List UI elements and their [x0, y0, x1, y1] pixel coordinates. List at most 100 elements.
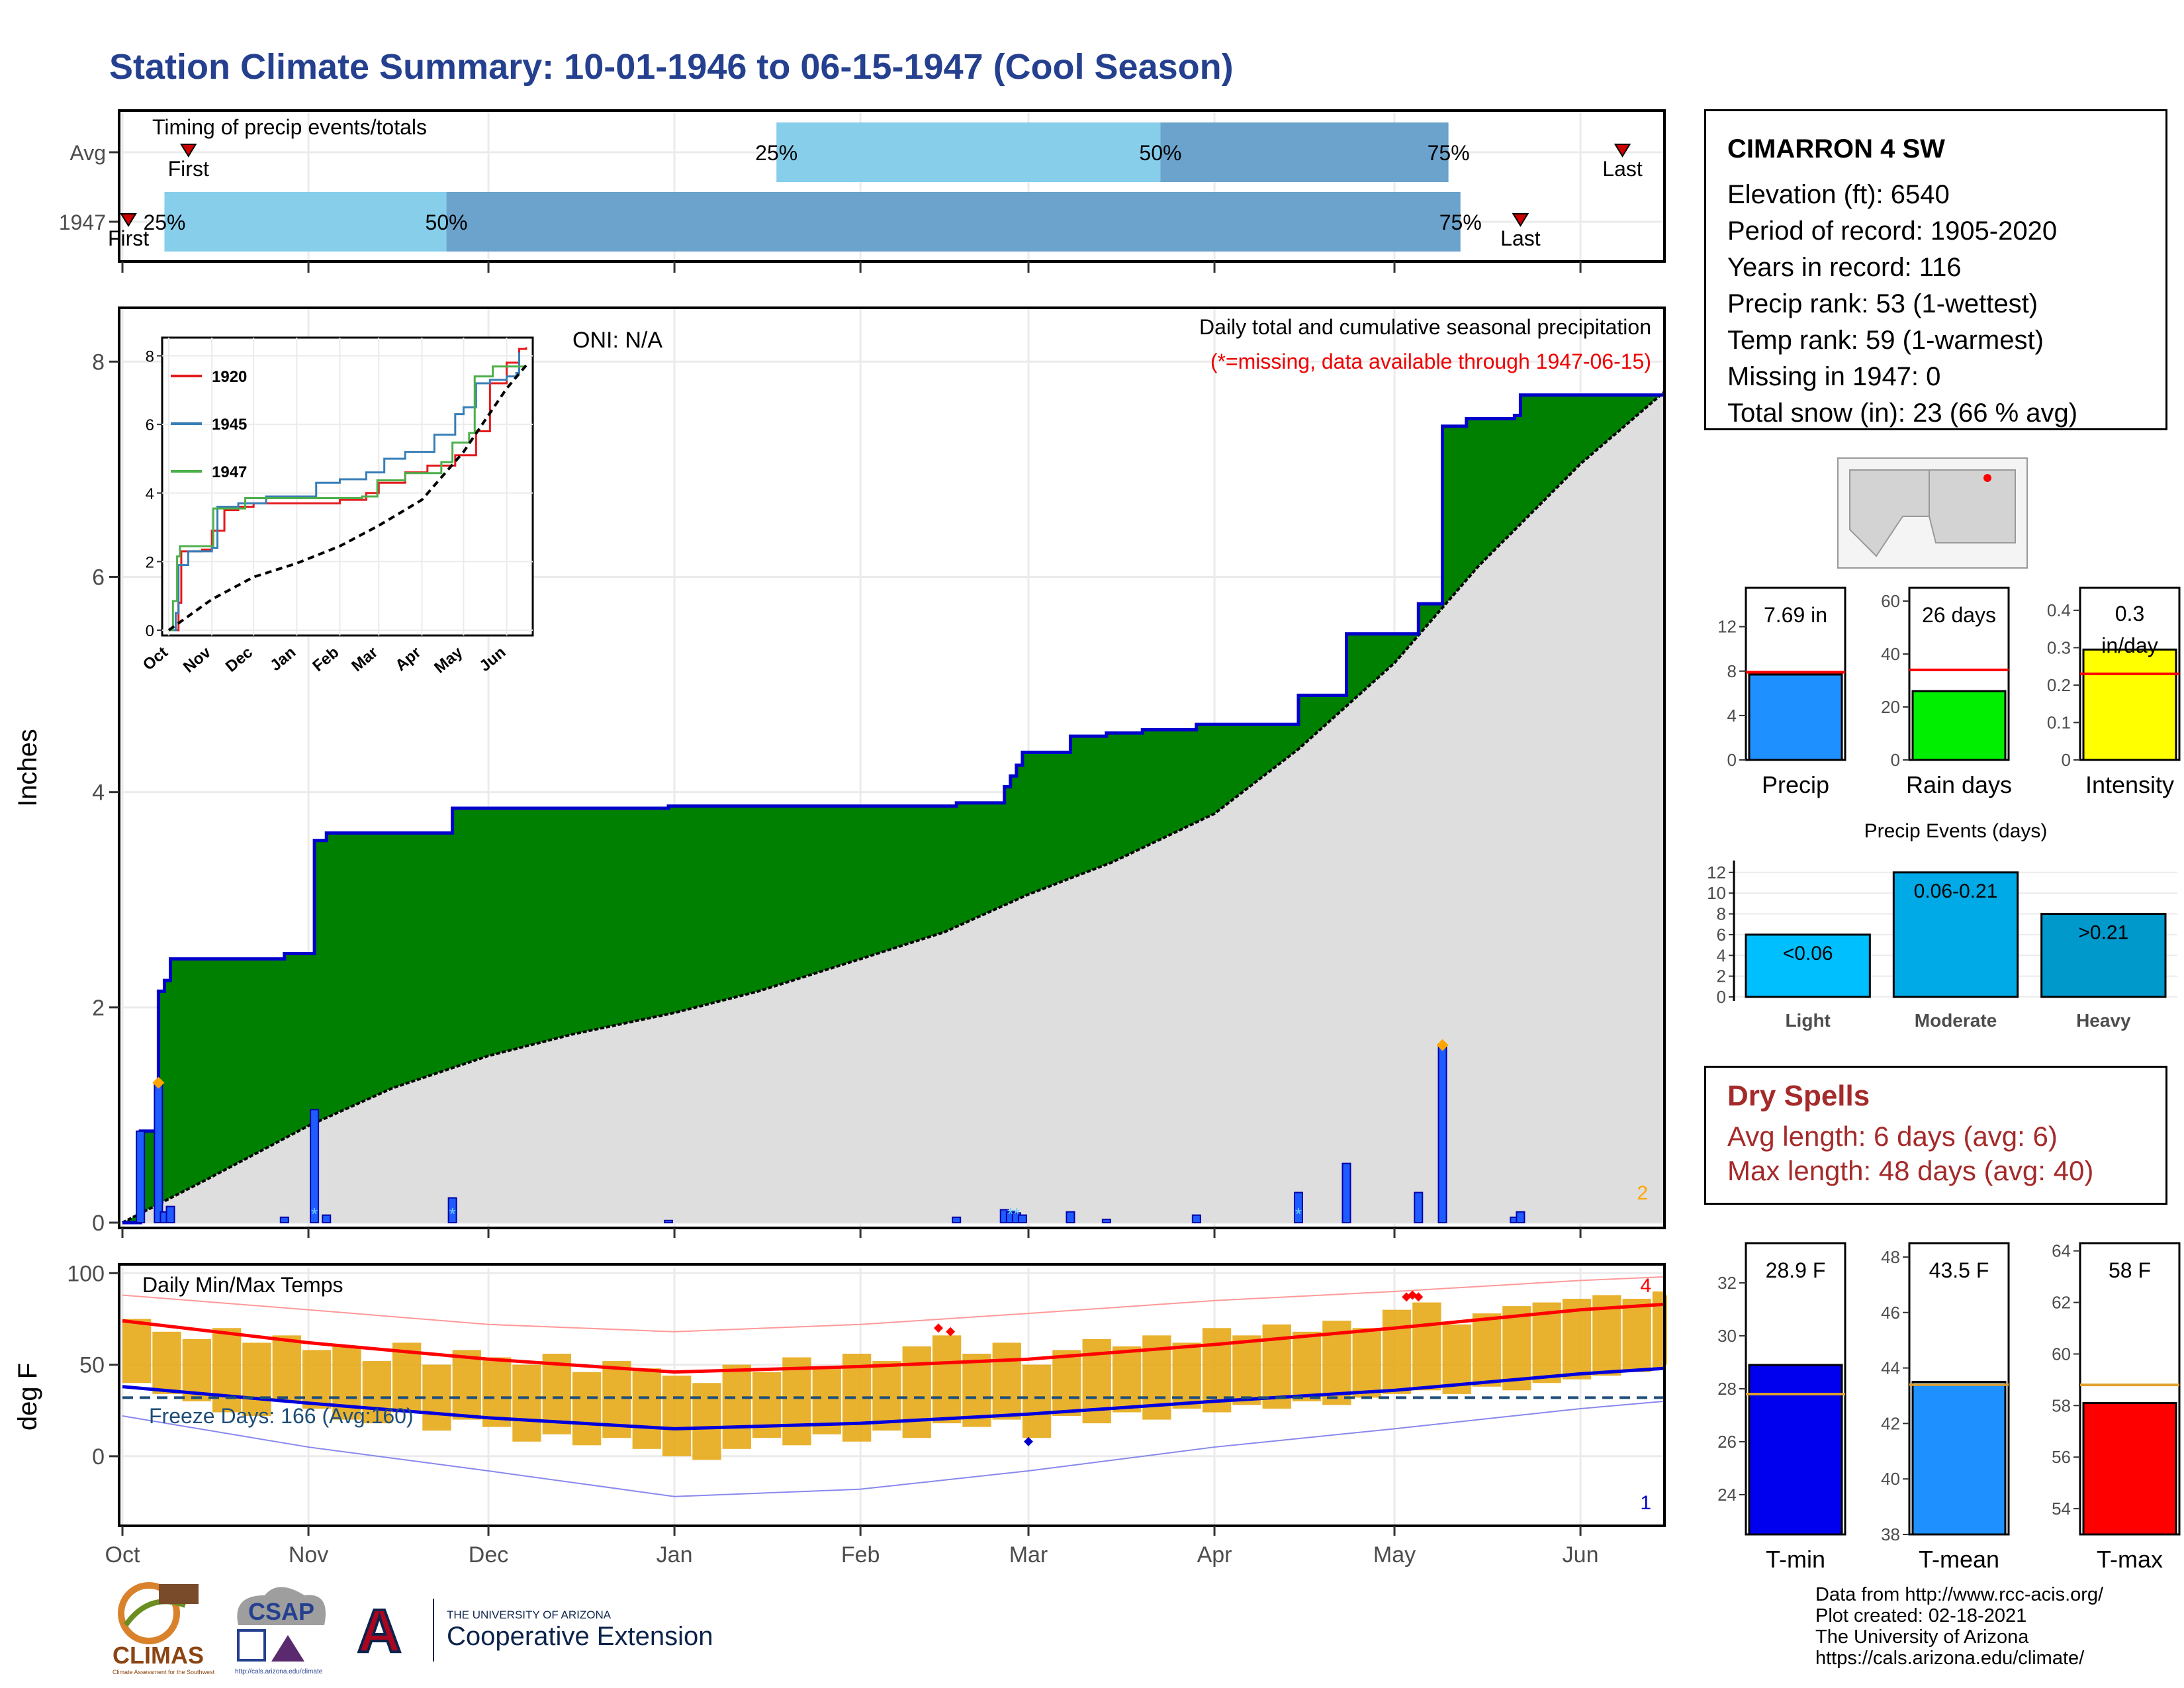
y-tick-label: 2 [92, 996, 105, 1021]
y-axis-label: Inches [13, 729, 42, 807]
events-y-tick-label: 2 [1717, 966, 1726, 986]
snow-marker: * [1013, 1204, 1020, 1224]
summary-bar-t-min [1748, 1364, 1843, 1536]
panel-border [118, 306, 1666, 1229]
climas-logo: CLIMAS Climate Assessment for the Southw… [113, 1582, 215, 1675]
daily-temp-range-bar [1352, 1328, 1381, 1398]
summary-y-tick-label: 38 [1881, 1524, 1900, 1544]
panel-border [118, 109, 1666, 263]
inset-x-tick-label: Dec [222, 643, 256, 676]
cumulative-1947-line [122, 393, 1664, 1225]
snow-marker: * [1295, 1204, 1302, 1224]
inset-x-tick-label: Nov [180, 643, 215, 676]
summary-value-label: in/day [2101, 633, 2158, 657]
timing-marker [1512, 213, 1529, 227]
x-tick-label: May [1373, 1542, 1416, 1568]
summary-y-tick-label: 48 [1881, 1247, 1900, 1267]
dry-spells-avg: Avg length: 6 days (avg: 6) [1727, 1121, 2058, 1152]
credit-line: https://cals.arizona.edu/climate/ [1815, 1648, 2085, 1669]
daily-temp-range-bar [1652, 1291, 1663, 1369]
x-tick-label: Apr [1197, 1542, 1232, 1568]
inset-y-tick-label: 4 [146, 485, 154, 503]
daily-precip-bar [952, 1216, 962, 1224]
daily-temp-range-bar [122, 1319, 152, 1383]
corner-count-bottom: 1 [1640, 1492, 1651, 1514]
summary-y-tick-label: 24 [1717, 1485, 1737, 1505]
daily-temp-range-bar [962, 1354, 991, 1427]
summary-y-tick-label: 46 [1881, 1303, 1900, 1323]
summary-y-tick-label: 60 [2052, 1344, 2071, 1364]
summary-y-tick-label: 60 [1881, 591, 1900, 611]
daily-temp-range-bar [902, 1346, 931, 1438]
summary-bar-t-mean [1911, 1381, 2007, 1536]
average-min-line [122, 1366, 1665, 1430]
events-y-tick-label: 6 [1717, 925, 1726, 945]
daily-precip-bar [1101, 1219, 1111, 1223]
inset-series-avg [167, 364, 527, 632]
timing-marker-label: First [108, 226, 149, 250]
summary-y-tick-label: 4 [1727, 706, 1737, 726]
station-info-line: Years in record: 116 [1727, 253, 1962, 282]
timing-marker [120, 213, 137, 227]
summary-y-tick-label: 0.4 [2047, 600, 2071, 620]
x-tick-label: Nov [289, 1542, 328, 1568]
daily-temp-range-bar [452, 1350, 481, 1420]
daily-temp-range-bar [512, 1364, 541, 1442]
credits: Data from http://www.rcc-acis.org/ Plot … [1815, 1584, 2103, 1669]
daily-temp-range-bar [1052, 1350, 1081, 1417]
station-info-box: CIMARRON 4 SW Elevation (ft): 6540 Perio… [1704, 109, 2167, 430]
summary-y-tick-label: 30 [1717, 1326, 1737, 1346]
daily-temp-range-bar [302, 1350, 332, 1409]
daily-precip-bar [1191, 1214, 1201, 1223]
snow-marker: * [449, 1204, 456, 1224]
y-tick-label: 50 [79, 1353, 105, 1378]
daily-precip-bar [1066, 1211, 1075, 1224]
summary-y-tick-label: 56 [2052, 1447, 2071, 1467]
record-high-marker [1408, 1290, 1418, 1300]
summary-y-tick-label: 0 [1891, 750, 1900, 770]
corner-count-top: 4 [1640, 1275, 1651, 1297]
page-title: Station Climate Summary: 10-01-1946 to 0… [109, 47, 1234, 87]
y-axis-label: deg F [13, 1363, 42, 1430]
timing-pct-label: 75% [1428, 141, 1470, 165]
timing-marker [179, 144, 197, 158]
inset-series-1945 [169, 352, 520, 632]
daily-temp-range-bar [212, 1328, 242, 1413]
events-category-label: Moderate [1915, 1010, 1997, 1031]
y-tick-label: 0 [92, 1211, 105, 1236]
daily-temp-range-bar [392, 1342, 422, 1413]
summary-y-tick-label: 44 [1881, 1358, 1900, 1378]
record-high-marker [1414, 1292, 1424, 1302]
average-cumulative-area [122, 391, 1664, 1223]
chart-title: Daily Min/Max Temps [142, 1273, 343, 1297]
inset-x-tick-label: Jun [476, 643, 509, 675]
daily-precip-bar [1516, 1211, 1525, 1224]
daily-temp-range-bar [482, 1357, 512, 1427]
inset-y-tick-label: 8 [146, 348, 154, 366]
station-info-line: Period of record: 1905-2020 [1727, 216, 2058, 246]
events-y-tick-label: 4 [1717, 945, 1726, 965]
daily-temp-range-bar [752, 1372, 782, 1438]
summary-y-tick-label: 40 [1881, 644, 1900, 664]
timing-bar-q3 [1160, 122, 1449, 182]
panel-border [118, 1263, 1666, 1527]
daily-temp-range-bar [1112, 1346, 1142, 1413]
summary-y-tick-label: 62 [2052, 1293, 2071, 1313]
inset-x-tick-label: Feb [309, 643, 342, 675]
timing-pct-label: 50% [1139, 141, 1181, 165]
x-tick-label: Feb [841, 1542, 880, 1568]
inset-x-tick-label: Apr [392, 643, 424, 675]
timing-marker [1614, 144, 1631, 158]
daily-precip-bar [1017, 1214, 1027, 1223]
x-tick-label: Jun [1563, 1542, 1599, 1568]
map-new-mexico [1929, 469, 2016, 543]
dry-spells-box: Dry Spells Avg length: 6 days (avg: 6) M… [1704, 1066, 2167, 1205]
inset-y-tick-label: 6 [146, 416, 154, 434]
record-min-line [122, 1400, 1665, 1497]
daily-precip-bar [1293, 1192, 1303, 1224]
summary-value-label: 28.9 F [1766, 1258, 1826, 1282]
inset-legend-label: 1945 [212, 416, 247, 434]
summary-value-label: 58 F [2109, 1258, 2151, 1282]
daily-temp-range-bar [632, 1368, 661, 1449]
summary-y-tick-label: 32 [1717, 1273, 1737, 1293]
